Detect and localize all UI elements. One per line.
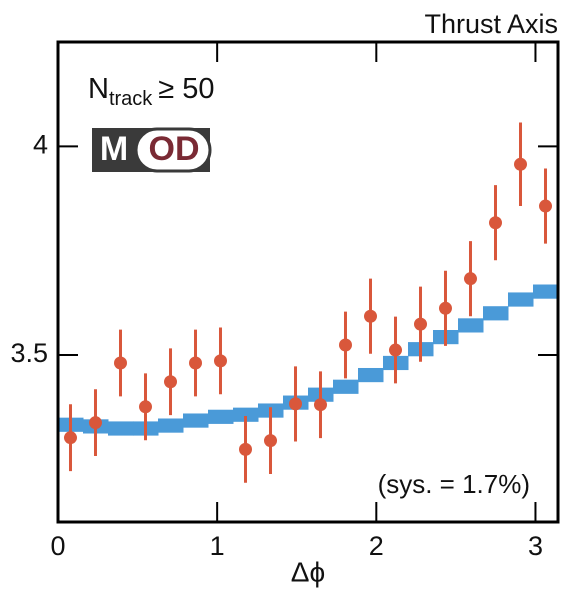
plot-frame bbox=[56, 40, 560, 524]
mc-band bbox=[157, 418, 184, 433]
x-tick-label: 1 bbox=[210, 531, 225, 561]
annotation-main: N bbox=[88, 73, 109, 105]
data-point bbox=[364, 309, 377, 323]
data-point bbox=[489, 216, 502, 230]
data-point bbox=[338, 338, 352, 352]
data-point bbox=[213, 354, 227, 368]
logo: M OD bbox=[92, 127, 212, 173]
sys-note: (sys. = 1.7%) bbox=[378, 469, 530, 499]
mc-band bbox=[532, 284, 559, 299]
mc-band bbox=[108, 421, 134, 436]
mc-band bbox=[208, 409, 234, 424]
data-point bbox=[63, 431, 77, 445]
y-tick-label: 3.5 bbox=[10, 338, 48, 368]
data-point bbox=[139, 400, 153, 414]
data-point bbox=[189, 356, 203, 370]
data-point bbox=[414, 317, 428, 331]
chart-title: Thrust Axis bbox=[424, 9, 558, 39]
x-tick-label: 3 bbox=[528, 531, 543, 561]
mc-band bbox=[507, 292, 534, 307]
logo-pill bbox=[134, 127, 212, 173]
data-point bbox=[289, 397, 303, 411]
mc-band bbox=[483, 306, 509, 321]
data-point bbox=[164, 375, 178, 389]
annotation-sub: track bbox=[109, 88, 153, 110]
data-point bbox=[389, 343, 403, 357]
x-tick-label: 2 bbox=[369, 531, 384, 561]
mc-band bbox=[183, 413, 209, 428]
data-point bbox=[114, 356, 127, 370]
annotation: Ntrack ≥ 50 bbox=[88, 73, 215, 111]
logo-od: OD bbox=[149, 130, 200, 168]
mc-band bbox=[233, 407, 259, 422]
mc-band bbox=[358, 367, 384, 383]
data-point bbox=[539, 199, 553, 213]
mc-band bbox=[333, 379, 359, 394]
data-point bbox=[313, 398, 327, 412]
annotation-rest: ≥ 50 bbox=[158, 73, 214, 105]
data-point bbox=[239, 442, 252, 456]
data-point bbox=[463, 272, 477, 286]
data-point bbox=[264, 434, 278, 448]
data-point bbox=[514, 157, 528, 171]
y-tick-label: 4 bbox=[33, 129, 48, 159]
mc-band bbox=[458, 318, 484, 333]
x-tick-label: 0 bbox=[50, 531, 65, 561]
x-axis-label: Δϕ bbox=[291, 556, 325, 587]
data-point bbox=[438, 301, 452, 315]
data-point bbox=[88, 416, 102, 430]
logo-m: M bbox=[100, 130, 128, 168]
